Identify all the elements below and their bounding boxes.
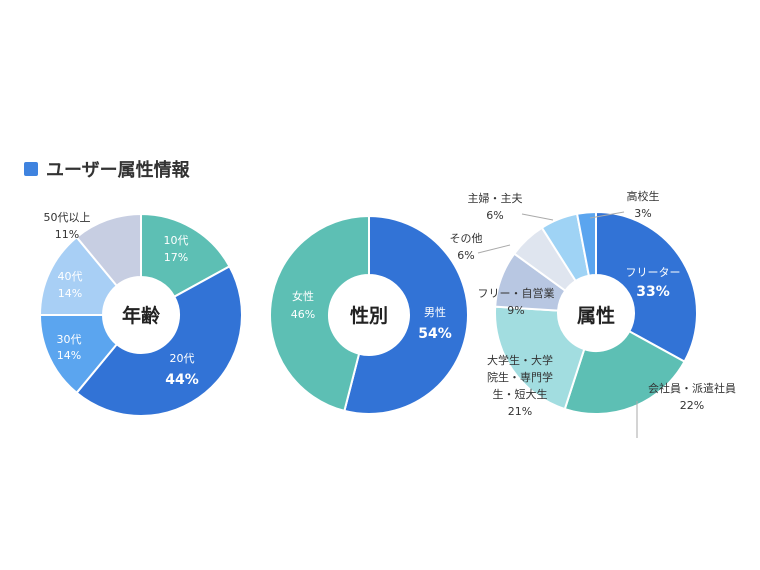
section-title: ユーザー属性情報 — [46, 159, 191, 181]
attr-slice-6 — [575, 210, 597, 277]
age-label-30s: 30代 — [57, 333, 82, 346]
attr-label-student-1: 大学生・大学 — [487, 353, 553, 367]
age-value-40s: 14% — [58, 287, 82, 300]
attr-label-employee: 会社員・派遣社員 — [648, 381, 736, 395]
gender-donut-chart — [269, 214, 469, 415]
attr-label-highschool: 高校生 — [627, 189, 660, 203]
chart-labels: 年齢 10代 17% 20代 44% 30代 14% 40代 14% 50代以上… — [44, 189, 736, 438]
age-value-30s: 14% — [57, 349, 81, 362]
attr-value-self-employed: 9% — [507, 304, 524, 317]
attribute-donut-chart — [494, 210, 698, 415]
age-donut-chart — [38, 212, 243, 417]
attr-center-label: 属性 — [577, 304, 615, 327]
gender-label-male: 男性 — [424, 305, 446, 319]
leader-line-homemaker — [521, 213, 554, 221]
leader-line-highschool — [589, 211, 625, 219]
gender-value-male: 54% — [418, 326, 452, 342]
gender-slice-1 — [269, 214, 370, 413]
gender-center-label: 性別 — [350, 304, 388, 327]
gender-value-female: 46% — [291, 308, 315, 321]
age-slice-1 — [75, 264, 243, 417]
age-value-50s: 11% — [55, 228, 79, 241]
attr-value-homemaker: 6% — [486, 209, 503, 222]
attr-label-student-3: 生・短大生 — [493, 387, 548, 401]
attr-value-student: 21% — [508, 405, 532, 418]
attr-value-employee: 22% — [680, 399, 704, 412]
attr-label-student-2: 院生・専門学 — [487, 370, 553, 384]
attr-value-highschool: 3% — [634, 207, 651, 220]
attr-slice-0 — [595, 210, 698, 364]
gender-slice-0 — [343, 214, 469, 415]
age-label-20s: 20代 — [170, 352, 195, 365]
attr-label-other: その他 — [450, 232, 483, 245]
age-slice-4 — [75, 212, 142, 288]
age-center-label: 年齢 — [122, 304, 161, 327]
leader-line-other — [477, 244, 511, 254]
section-header: ユーザー属性情報 — [24, 159, 191, 181]
age-label-50s: 50代以上 — [44, 211, 91, 224]
age-value-10s: 17% — [164, 251, 188, 264]
attr-value-other: 6% — [457, 249, 474, 262]
attr-label-self-employed: フリー・自営業 — [478, 286, 555, 300]
age-value-20s: 44% — [165, 372, 199, 388]
attr-slice-1 — [563, 329, 686, 415]
gender-label-female: 女性 — [292, 289, 314, 303]
age-slice-0 — [140, 212, 231, 299]
attr-slice-2 — [494, 305, 586, 411]
attr-value-freeter: 33% — [636, 284, 670, 300]
attr-label-freeter: フリーター — [626, 266, 681, 279]
age-label-40s: 40代 — [58, 270, 83, 283]
header-accent-square — [24, 162, 38, 176]
age-label-10s: 10代 — [164, 234, 189, 247]
attr-label-homemaker: 主婦・主夫 — [468, 191, 523, 205]
